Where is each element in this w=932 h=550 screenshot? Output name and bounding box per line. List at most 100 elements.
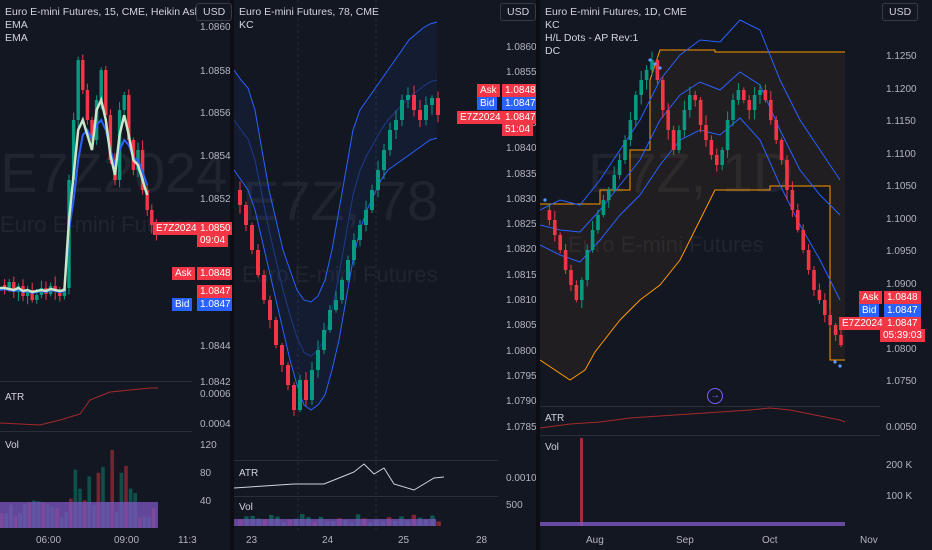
chart-panel-15m[interactable]: E7Z2024, 15 Euro E-mini Futures Euro E-m… xyxy=(0,0,232,550)
candle-body xyxy=(677,130,681,150)
vol-value: 200 K xyxy=(886,460,913,471)
price-label: 1.0800 xyxy=(886,343,917,355)
atr-pane-label[interactable]: ATR xyxy=(545,413,565,424)
candle-body xyxy=(688,95,692,110)
price-label: 1.0860 xyxy=(506,42,536,53)
vol-pane-label[interactable]: Vol xyxy=(545,442,559,453)
chart-panel-78m[interactable]: E7Z, 78 Euro E-mini Futures Euro E-mini … xyxy=(234,0,536,550)
last-price-tag: 1.0847 xyxy=(884,317,921,330)
chart-legend: Euro E-mini Futures, 1D, CME KC H/L Dots… xyxy=(545,6,687,58)
candle-body xyxy=(364,210,368,225)
chart-title[interactable]: Euro E-mini Futures, 15, CME, Heikin Ash… xyxy=(5,6,203,18)
price-label: 1.0820 xyxy=(506,244,536,256)
price-label: 1.1050 xyxy=(886,181,917,192)
candle-body xyxy=(774,120,778,140)
candle-body xyxy=(617,160,622,175)
atr-pane-label[interactable]: ATR xyxy=(5,392,25,403)
watermark-description: Euro E-mini Futures xyxy=(242,262,438,288)
time-label: 24 xyxy=(322,535,334,546)
arrow-right-circle-icon[interactable]: → xyxy=(707,388,723,404)
currency-button[interactable]: USD xyxy=(882,3,919,21)
vol-pane-label[interactable]: Vol xyxy=(5,440,19,451)
candle-body xyxy=(601,200,606,215)
candle-body xyxy=(639,80,643,95)
price-label: 1.0950 xyxy=(886,246,917,257)
candle-body xyxy=(715,155,719,165)
candle-body xyxy=(585,250,589,280)
candle-body xyxy=(574,285,579,300)
candle-body xyxy=(30,290,34,300)
candle-body xyxy=(394,120,398,130)
chart-title[interactable]: Euro E-mini Futures, 78, CME xyxy=(239,6,380,18)
candle-body xyxy=(436,98,440,115)
last-price-tag-2: 1.0847 xyxy=(197,285,232,298)
currency-button[interactable]: USD xyxy=(196,3,232,21)
price-label: 1.0790 xyxy=(506,396,536,408)
vol-pane-label[interactable]: Vol xyxy=(239,502,253,513)
time-label: 25 xyxy=(398,535,410,546)
keltner-upper xyxy=(540,19,841,211)
chart-title[interactable]: Euro E-mini Futures, 1D, CME xyxy=(545,6,687,18)
chart-canvas[interactable] xyxy=(0,0,232,550)
last-symbol-tag: E7Z2024 xyxy=(457,111,504,124)
candle-body xyxy=(150,210,154,225)
indicator-hl-dots[interactable]: H/L Dots - AP Rev:1 xyxy=(545,32,639,44)
candle-body xyxy=(812,270,816,290)
price-label: 1.0800 xyxy=(506,345,536,357)
candle-body xyxy=(558,235,562,250)
candle-body xyxy=(304,380,308,400)
indicator-kc[interactable]: KC xyxy=(239,19,254,31)
price-label: 1.0855 xyxy=(506,67,536,79)
chart-canvas[interactable] xyxy=(540,0,932,550)
indicator-ema-1[interactable]: EMA xyxy=(5,19,28,31)
indicator-kc[interactable]: KC xyxy=(545,19,560,31)
donchian-lower xyxy=(540,185,845,381)
candle-body xyxy=(839,335,843,345)
candle-body xyxy=(644,70,649,80)
vol-value: 80 xyxy=(200,468,212,479)
candle-body xyxy=(90,120,94,140)
indicator-ema-2[interactable]: EMA xyxy=(5,32,28,44)
price-label: 1.0858 xyxy=(200,66,231,77)
price-label: 1.1250 xyxy=(886,51,917,62)
price-label: 1.0860 xyxy=(200,22,231,33)
price-label: 1.1150 xyxy=(886,116,916,127)
chart-canvas[interactable] xyxy=(234,0,536,550)
candle-body xyxy=(580,280,584,300)
candle-body xyxy=(280,345,284,365)
candle-body xyxy=(346,260,350,280)
candle-body xyxy=(412,95,416,110)
hl-dot xyxy=(658,66,662,70)
candle-body xyxy=(563,250,568,270)
bid-price: 1.0847 xyxy=(502,97,536,110)
atr-value: 0.0004 xyxy=(200,419,231,430)
candle-body xyxy=(286,365,290,385)
candle-body xyxy=(806,250,811,270)
bid-label: Bid xyxy=(859,304,880,317)
last-symbol-tag: E7Z2024 xyxy=(153,222,200,235)
price-label: 1.0842 xyxy=(200,377,231,388)
indicator-dc[interactable]: DC xyxy=(545,45,561,57)
hl-dot xyxy=(648,58,652,62)
candle-body xyxy=(262,275,266,300)
candle-body xyxy=(796,210,800,230)
candle-body xyxy=(655,60,660,80)
time-label: Sep xyxy=(676,535,694,546)
price-label: 1.0844 xyxy=(200,341,231,352)
candle-body xyxy=(328,310,332,330)
candle-body xyxy=(7,282,11,288)
candle-body xyxy=(828,315,832,325)
ask-price: 1.0848 xyxy=(884,291,921,304)
time-label: 11:3 xyxy=(178,535,197,546)
candle-body xyxy=(682,110,687,130)
currency-button[interactable]: USD xyxy=(500,3,536,21)
candle-body xyxy=(81,60,85,90)
chart-panel-1d[interactable]: E7Z, 1D Euro E-mini Futures Euro E-mini … xyxy=(540,0,932,550)
candle-body xyxy=(698,100,703,125)
price-label: 1.1100 xyxy=(886,148,916,160)
candle-body xyxy=(430,98,434,105)
volume-bar xyxy=(124,465,128,528)
atr-pane-label[interactable]: ATR xyxy=(239,468,259,479)
vol-value: 40 xyxy=(200,496,212,507)
watermark-description: Euro E-mini Futures xyxy=(568,232,764,258)
